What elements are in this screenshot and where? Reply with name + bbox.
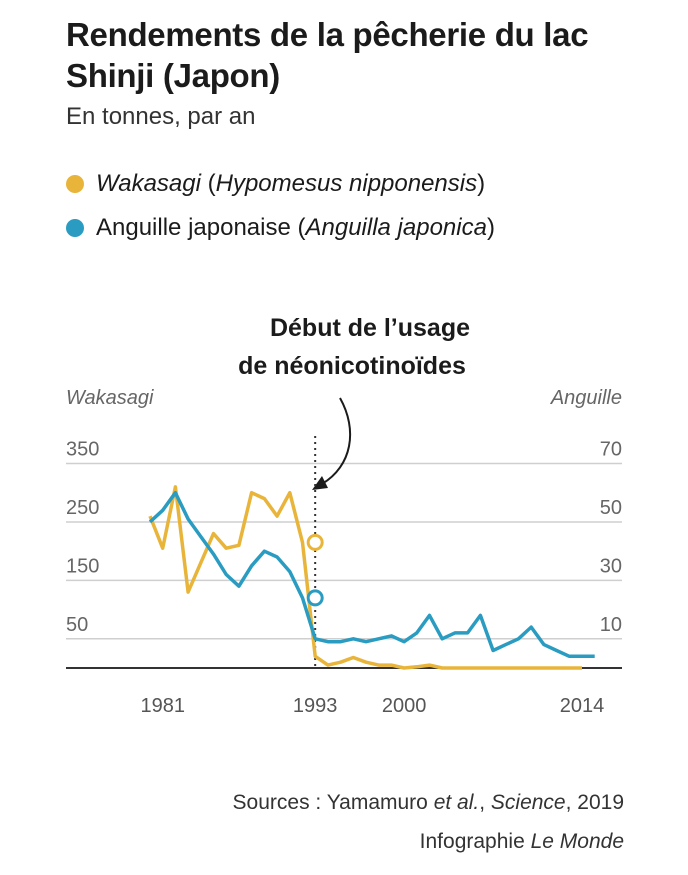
x-tick-label: 1993 <box>293 695 338 717</box>
left-axis-label: Wakasagi <box>66 387 154 409</box>
right-axis-label: Anguille <box>550 387 622 409</box>
x-tick-label: 1981 <box>140 695 185 717</box>
left-axis-ticks: 50 150 250 350 <box>66 439 99 636</box>
series-markers <box>306 533 324 607</box>
left-tick-label: 350 <box>66 439 99 461</box>
wakasagi-dot-icon <box>66 175 84 193</box>
annotation-arrow <box>321 397 352 485</box>
legend-wakasagi-sci: Hypomesus nipponensis <box>215 170 478 197</box>
left-tick-label: 150 <box>66 555 99 577</box>
legend-anguille-name: Anguille japonaise <box>96 214 291 241</box>
annotation-line-1: Début de l’usage <box>270 314 470 342</box>
legend-item-wakasagi: Wakasagi (Hypomesus nipponensis) <box>66 170 485 198</box>
anguille-dot-icon <box>66 219 84 237</box>
x-tick-label: 2000 <box>382 695 427 717</box>
right-tick-label: 50 <box>600 497 622 519</box>
right-axis-ticks: 10 30 50 70 <box>600 439 622 636</box>
gridlines <box>66 462 622 640</box>
annotation-line-2: de néonicotinoïdes <box>238 352 466 380</box>
left-tick-label: 250 <box>66 497 99 519</box>
legend-wakasagi-name: Wakasagi <box>96 170 201 197</box>
right-tick-label: 10 <box>600 614 622 636</box>
series-lines <box>148 485 595 670</box>
legend-anguille-sci: Anguilla japonica <box>305 214 487 241</box>
x-tick-label: 2014 <box>560 695 605 717</box>
credit-text: Infographie Le Monde <box>419 830 624 853</box>
legend-item-anguille: Anguille japonaise (Anguilla japonica) <box>66 214 495 242</box>
annotation-arrow-head-icon <box>312 476 328 490</box>
left-tick-label: 50 <box>66 614 88 636</box>
chart-subtitle: En tonnes, par an <box>66 103 256 130</box>
right-tick-label: 70 <box>600 439 622 461</box>
marker-wakasagi <box>306 533 324 551</box>
right-tick-label: 30 <box>600 555 622 577</box>
sources-text: Sources : Yamamuro et al., Science, 2019 <box>232 791 624 814</box>
chart-title: Rendements de la pêcherie du lac Shinji … <box>66 16 589 94</box>
series-line-anguille <box>148 490 595 659</box>
x-axis-ticks: 1981 1993 2000 2014 <box>140 695 604 717</box>
marker-anguille <box>306 589 324 607</box>
series-line-wakasagi <box>148 485 582 670</box>
